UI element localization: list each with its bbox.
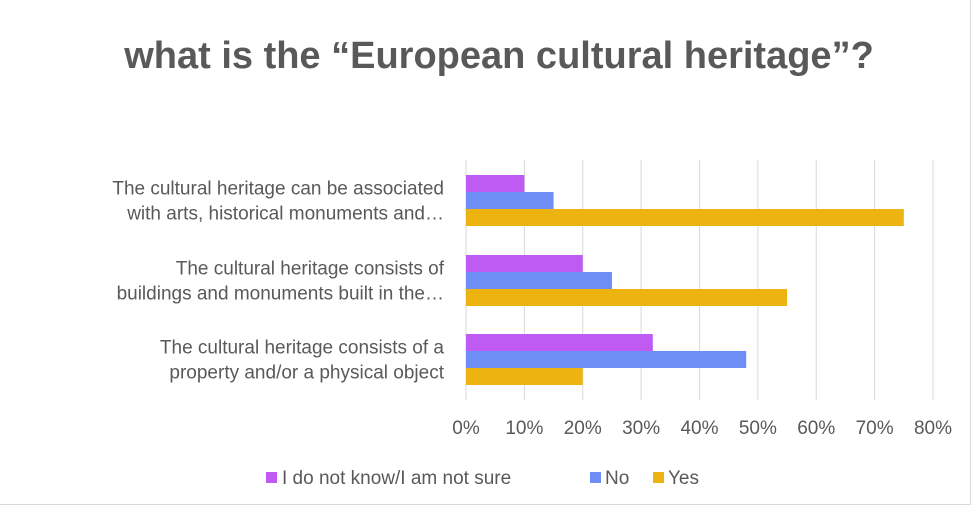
legend-swatch <box>653 472 664 483</box>
x-tick-label: 10% <box>505 418 543 439</box>
category-label: with arts, historical monuments and… <box>126 204 444 225</box>
legend: I do not know/I am not sure No Yes <box>266 468 699 489</box>
legend-label: No <box>605 468 629 489</box>
bar <box>466 289 787 306</box>
x-tick-label: 20% <box>564 418 602 439</box>
x-tick-label: 0% <box>452 418 480 439</box>
category-label: property and/or a physical object <box>169 363 444 384</box>
bar <box>466 255 583 272</box>
x-tick-label: 60% <box>797 418 835 439</box>
x-tick-label: 80% <box>914 418 952 439</box>
bar <box>466 175 524 192</box>
x-tick-label: 70% <box>856 418 894 439</box>
legend-swatch <box>266 472 277 483</box>
category-label: buildings and monuments built in the… <box>117 284 444 305</box>
category-labels: The cultural heritage can be associated w… <box>112 179 444 384</box>
x-tick-label: 50% <box>739 418 777 439</box>
legend-label: I do not know/I am not sure <box>282 468 511 489</box>
legend-label: Yes <box>668 468 699 489</box>
category-label: The cultural heritage consists of <box>176 259 445 280</box>
x-tick-label: 30% <box>622 418 660 439</box>
bar <box>466 192 554 209</box>
bar <box>466 368 583 385</box>
x-tick-label: 40% <box>680 418 718 439</box>
bar <box>466 272 612 289</box>
bar <box>466 209 904 226</box>
category-label: The cultural heritage consists of a <box>160 338 445 359</box>
legend-swatch <box>590 472 601 483</box>
x-axis-ticks: 0% 10% 20% 30% 40% 50% 60% 70% 80% <box>452 418 952 439</box>
category-label: The cultural heritage can be associated <box>112 179 444 200</box>
bars <box>466 175 904 385</box>
bar <box>466 334 653 351</box>
bar <box>466 351 746 368</box>
